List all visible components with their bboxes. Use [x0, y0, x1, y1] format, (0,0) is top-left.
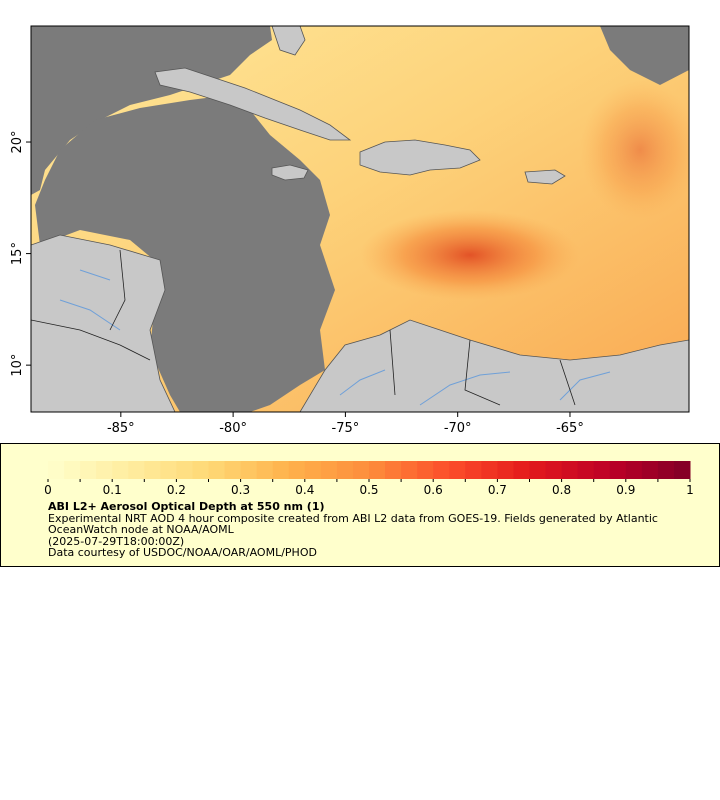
- colorbar: 0 0.1 0.2 0.3 0.4 0.5 0.6 0.7 0.8 0.9 1: [44, 461, 694, 497]
- latitude-axis: 10° 15° 20°: [10, 130, 31, 377]
- colorbar-cell: [192, 461, 209, 479]
- lat-tick-label: 20°: [10, 130, 25, 153]
- colorbar-tick-label: 0.3: [231, 483, 250, 497]
- legend-timestamp: (2025-07-29T18:00:00Z): [48, 534, 185, 548]
- colorbar-cell: [593, 461, 611, 479]
- colorbar-cell: [288, 461, 306, 479]
- colorbar-tick-label: 0.4: [295, 483, 314, 497]
- lon-tick-label: -65°: [556, 421, 584, 436]
- colorbar-cell: [417, 461, 434, 479]
- colorbar-cell: [128, 461, 145, 479]
- colorbar-tick-label: 1: [686, 483, 694, 497]
- colorbar-cell: [561, 461, 579, 479]
- aod-map: -85° -80° -75° -70° -65° 10° 15° 20°: [10, 25, 690, 436]
- colorbar-tick-label: 0.7: [488, 483, 507, 497]
- colorbar-tick-label: 0: [44, 483, 52, 497]
- colorbar-cell: [256, 461, 274, 479]
- colorbar-cell: [176, 461, 193, 479]
- colorbar-cell: [352, 461, 370, 479]
- colorbar-cell: [641, 461, 659, 479]
- colorbar-cell: [657, 461, 675, 479]
- colorbar-tick-label: 0.8: [552, 483, 571, 497]
- colorbar-cell: [80, 461, 97, 479]
- colorbar-cell: [481, 461, 498, 479]
- colorbar-cell: [465, 461, 482, 479]
- colorbar-tick-label: 0.9: [616, 483, 635, 497]
- no-data-region-caribbean: [35, 95, 335, 412]
- legend-panel: 0 0.1 0.2 0.3 0.4 0.5 0.6 0.7 0.8 0.9 1 ABI L2+ Ae…: [0, 443, 720, 567]
- colorbar-cell: [272, 461, 290, 479]
- aod-high-region: [360, 210, 580, 300]
- colorbar-cell: [160, 461, 177, 479]
- colorbar-cell: [336, 461, 354, 479]
- lon-tick-label: -70°: [444, 421, 472, 436]
- country-borders: [31, 249, 576, 406]
- colorbar-cell: [401, 461, 418, 479]
- colorbar-cell: [48, 461, 65, 479]
- colorbar-cell: [304, 461, 322, 479]
- no-data-region-east: [600, 26, 689, 85]
- map-frame: [30, 25, 690, 413]
- land-hispaniola: [359, 139, 481, 176]
- colorbar-cell: [144, 461, 161, 479]
- lat-tick-label: 15°: [10, 242, 25, 265]
- lon-tick-label: -75°: [332, 421, 360, 436]
- colorbar-cell: [433, 461, 450, 479]
- colorbar-cell: [625, 461, 643, 479]
- colorbar-cell: [240, 461, 258, 479]
- colorbar-tick-label: 0.5: [359, 483, 378, 497]
- land-jamaica: [271, 164, 309, 181]
- colorbar-cell: [577, 461, 595, 479]
- land-puerto-rico: [524, 169, 566, 185]
- colorbar-cell: [609, 461, 627, 479]
- colorbar-cell: [208, 461, 226, 479]
- colorbar-cell: [497, 461, 514, 479]
- colorbar-cell: [64, 461, 81, 479]
- longitude-axis: -85° -80° -75° -70° -65°: [107, 412, 584, 436]
- legend-title: ABI L2+ Aerosol Optical Depth at 550 nm …: [48, 500, 325, 513]
- colorbar-cell: [96, 461, 113, 479]
- colorbar-cell: [529, 461, 547, 479]
- no-data-region-gulf: [31, 26, 272, 195]
- colorbar-cell: [224, 461, 242, 479]
- map-figure: -85° -80° -75° -70° -65° 10° 15° 20°: [10, 25, 690, 436]
- rivers: [59, 269, 611, 406]
- legend-credit: Data courtesy of USDOC/NOAA/OAR/AOML/PHO…: [48, 546, 317, 559]
- colorbar-tick-label: 0.1: [103, 483, 122, 497]
- land-cuba: [154, 67, 352, 141]
- colorbar-cell: [545, 461, 563, 479]
- lon-tick-label: -85°: [107, 421, 135, 436]
- land-yucatan-central-america: [31, 234, 176, 412]
- colorbar-cell: [513, 461, 530, 479]
- colorbar-tick-label: 0.6: [424, 483, 443, 497]
- aod-high-region-east: [580, 80, 689, 220]
- land-florida: [271, 26, 306, 56]
- land-south-america: [299, 319, 689, 412]
- colorbar-cell: [673, 461, 691, 479]
- colorbar-tick-label: 0.2: [167, 483, 186, 497]
- colorbar-cell: [112, 461, 129, 479]
- lon-tick-label: -80°: [219, 421, 247, 436]
- colorbar-cell: [449, 461, 466, 479]
- legend-description: Experimental NRT AOD 4 hour composite cr…: [48, 511, 658, 536]
- colorbar-cell: [320, 461, 338, 479]
- colorbar-cell: [385, 461, 402, 479]
- lat-tick-label: 10°: [10, 354, 25, 377]
- legend-text: ABI L2+ Aerosol Optical Depth at 550 nm …: [48, 501, 708, 559]
- colorbar-cell: [369, 461, 386, 479]
